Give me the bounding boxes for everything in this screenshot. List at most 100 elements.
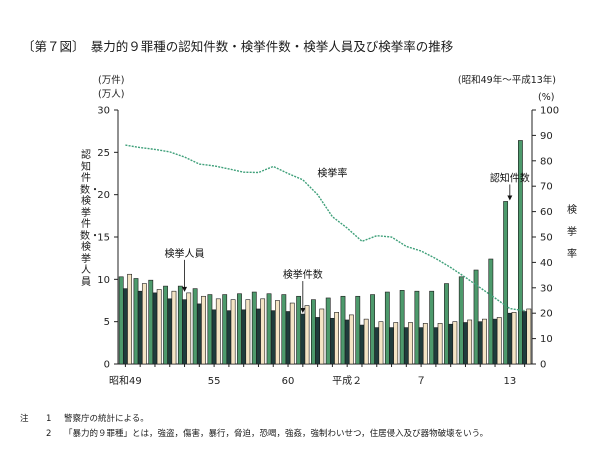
bar-series-2: [137, 290, 143, 365]
bar-series-1: [296, 295, 302, 365]
arrest-rate-line: [125, 144, 525, 312]
x-tick-label: 13: [503, 376, 516, 387]
x-tick-label: 平成２: [332, 375, 362, 387]
bar-series-2: [256, 308, 261, 365]
left-unit-line2: (万人): [98, 89, 125, 100]
annotation-arrowhead: [182, 286, 188, 292]
bar-series-1: [399, 290, 405, 365]
bar-series-3: [496, 317, 502, 365]
bar-series-3: [230, 299, 236, 365]
annotation-arrowhead: [300, 308, 306, 314]
note-number-1: 1: [46, 414, 52, 424]
right-tick-label: 80: [540, 156, 553, 167]
bar-series-3: [304, 305, 310, 365]
bar-series-3: [467, 319, 473, 365]
bar-series-1: [281, 294, 287, 365]
bar-series-1: [311, 299, 316, 365]
bar-series-1: [355, 295, 361, 365]
bar-series-3: [363, 318, 369, 365]
bar-series-1: [222, 294, 228, 365]
bar-series-3: [260, 298, 266, 365]
bar-series-3: [511, 312, 517, 365]
bar-series-2: [182, 299, 187, 365]
left-tick-label: 5: [104, 317, 110, 328]
x-tick-label: 60: [282, 376, 295, 387]
bar-series-2: [211, 309, 217, 365]
bar-series-2: [152, 292, 158, 365]
bar-series-3: [289, 302, 295, 365]
note-text-1: 警察庁の統計による。: [64, 414, 149, 424]
left-tick-label: 20: [97, 190, 110, 201]
bar-series-3: [186, 292, 192, 365]
bar-series-2: [477, 321, 483, 365]
bar-series-1: [266, 293, 272, 365]
bar-series-3: [422, 323, 428, 365]
bar-series-2: [285, 311, 291, 365]
bar-series-2: [241, 309, 247, 365]
left-axis-title: 認知件数・検挙件数・検挙人員: [80, 150, 100, 288]
bar-series-1: [429, 290, 435, 365]
chart-title: 〔第７図〕 暴力的９罪種の認知件数・検挙件数・検挙人員及び検挙率の推移: [22, 39, 454, 54]
bar-series-2: [270, 310, 276, 365]
bar-series-1: [473, 269, 479, 365]
bar-series-3: [437, 323, 443, 365]
bar-series-3: [334, 312, 339, 365]
bar-series-2: [463, 322, 468, 365]
right-tick-label: 20: [540, 309, 553, 320]
annotation-label: 認知件数: [490, 171, 530, 184]
bar-series-3: [275, 300, 280, 365]
left-unit-line1: (万件): [98, 75, 125, 86]
note-text-2: 「暴力的９罪種」とは，強盗，傷害，暴行，脅迫，恐喝，強姦，強制わいせつ，住居侵入…: [64, 429, 489, 439]
bar-series-3: [408, 322, 413, 365]
bar-series-1: [340, 295, 346, 365]
right-tick-label: 0: [540, 360, 546, 371]
right-tick-label: 100: [540, 106, 559, 117]
bar-series-3: [215, 298, 221, 365]
bar-series-1: [148, 279, 154, 365]
left-tick-label: 25: [97, 148, 110, 159]
bar-series-1: [370, 294, 375, 365]
x-tick-label: 55: [208, 376, 221, 387]
bar-series-3: [319, 308, 325, 365]
right-tick-label: 30: [540, 283, 553, 294]
bar-series-3: [526, 308, 532, 365]
bar-series-3: [171, 290, 177, 365]
right-axis-title: 検挙率: [567, 205, 577, 260]
bar-series-1: [384, 291, 390, 365]
bar-series-1: [237, 293, 242, 365]
right-tick-label: 70: [540, 182, 553, 193]
bar-series-2: [196, 303, 202, 365]
right-tick-label: 50: [540, 233, 553, 244]
bar-series-2: [374, 327, 380, 365]
bar-series-2: [389, 327, 394, 365]
bar-series-2: [359, 324, 365, 365]
annotation-label: 検挙件数: [283, 268, 323, 281]
bar-series-3: [482, 318, 487, 365]
bar-series-2: [344, 319, 350, 365]
bar-series-2: [418, 327, 424, 365]
notes: 注 1 警察庁の統計による。 2 「暴力的９罪種」とは，強盗，傷害，暴行，脅迫，恐喝，…: [20, 412, 488, 442]
note-row-1: 注 1 警察庁の統計による。: [20, 412, 488, 427]
bar-series-2: [329, 317, 335, 365]
annotation-arrowhead: [507, 195, 513, 201]
bar-series-2: [403, 327, 409, 365]
bar-series-1: [503, 201, 509, 365]
bar-series-3: [127, 273, 132, 365]
bar-series-1: [444, 283, 449, 365]
bar-series-2: [167, 298, 173, 365]
bar-series-2: [315, 317, 321, 365]
right-tick-label: 90: [540, 131, 553, 142]
bar-series-1: [458, 276, 464, 365]
left-tick-label: 10: [97, 275, 110, 286]
right-tick-label: 40: [540, 258, 553, 269]
bar-series-2: [226, 310, 232, 365]
right-tick-label: 10: [540, 334, 553, 345]
note-row-2: 2 「暴力的９罪種」とは，強盗，傷害，暴行，脅迫，恐喝，強姦，強制わいせつ，住居侵…: [20, 427, 488, 442]
bar-series-1: [325, 297, 331, 365]
period-label: (昭和49年～平成13年): [457, 75, 556, 86]
bar-series-1: [177, 285, 183, 365]
bar-series-2: [507, 312, 513, 365]
bar-series-1: [118, 276, 124, 365]
bar-series-3: [156, 289, 162, 365]
